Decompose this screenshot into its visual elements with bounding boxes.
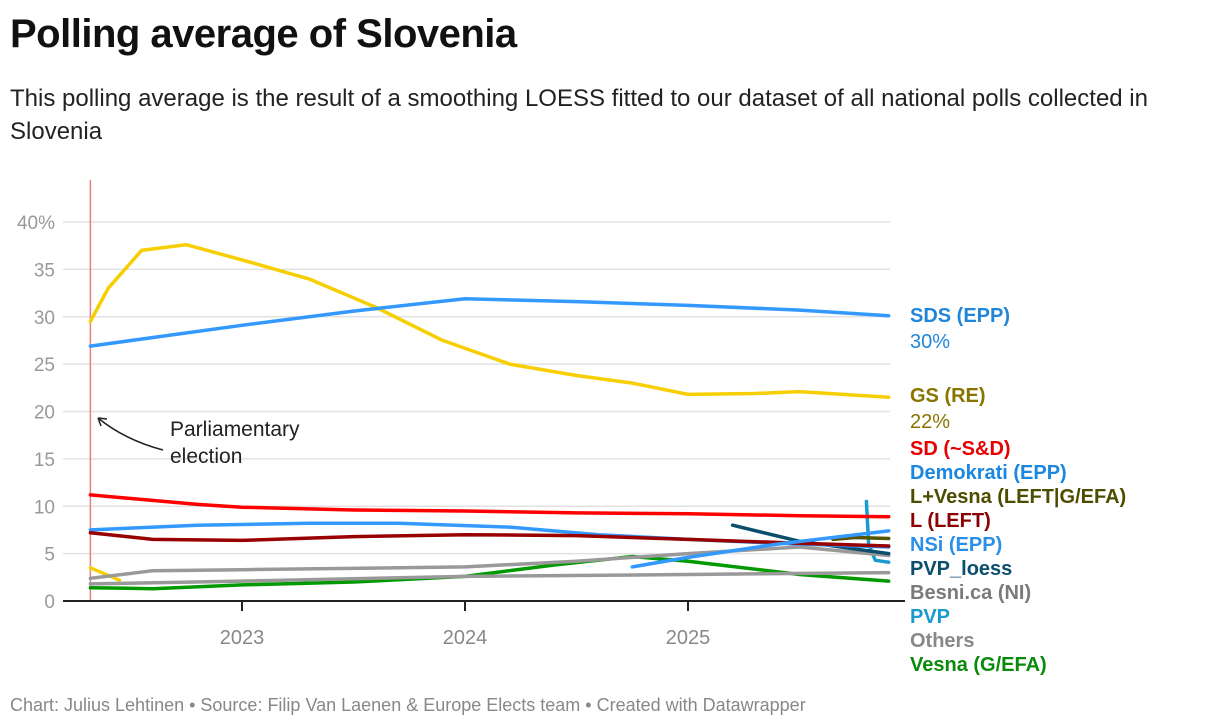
series-label: PVP [910, 606, 950, 628]
series-label: Demokrati (EPP) [910, 462, 1067, 484]
x-tick-label: 2024 [443, 627, 488, 649]
arrow-head-icon [97, 417, 108, 427]
series-line [88, 531, 891, 548]
series-value-label: 22% [910, 411, 950, 433]
series-label: Vesna (G/EFA) [910, 654, 1047, 676]
x-tick-label: 2025 [666, 627, 711, 649]
series-label: Others [910, 630, 974, 652]
annotation-text: Parliamentary [170, 418, 300, 441]
annotation-arrow [97, 417, 164, 451]
y-tick-label: 10 [34, 497, 55, 518]
series-line [831, 535, 891, 542]
series-label: NSi (EPP) [910, 534, 1002, 556]
y-tick-label: 0 [44, 592, 55, 613]
series-line [88, 296, 891, 348]
y-tick-label: 35 [34, 260, 55, 281]
series-label: SD (~S&D) [910, 438, 1011, 460]
series-label: SDS (EPP) [910, 305, 1010, 327]
series-label: L (LEFT) [910, 510, 991, 532]
y-tick-label: 30 [34, 308, 55, 329]
series-line [88, 570, 891, 586]
series-line [88, 493, 891, 519]
y-tick-label: 15 [34, 450, 55, 471]
series-line [88, 554, 891, 591]
annotation-text: election [170, 445, 242, 468]
chart-footer: Chart: Julius Lehtinen • Source: Filip V… [10, 695, 806, 715]
y-tick-label: 40% [17, 213, 55, 234]
y-tick-label: 25 [34, 355, 55, 376]
series-label: L+Vesna (LEFT|G/EFA) [910, 486, 1126, 508]
series-line [88, 545, 891, 581]
y-tick-label: 20 [34, 403, 55, 424]
series-label: GS (RE) [910, 385, 986, 407]
series-label: PVP_loess [910, 558, 1012, 580]
series-line [630, 529, 891, 569]
chart-subtitle: This polling average is the result of a … [10, 85, 1148, 145]
series-line [88, 242, 891, 400]
series-label: Besni.ca (NI) [910, 582, 1031, 604]
x-tick-label: 2023 [220, 627, 265, 649]
y-tick-label: 5 [44, 545, 55, 566]
series-value-label: 30% [910, 331, 950, 353]
chart-title: Polling average of Slovenia [10, 12, 517, 56]
series-line [88, 566, 122, 582]
